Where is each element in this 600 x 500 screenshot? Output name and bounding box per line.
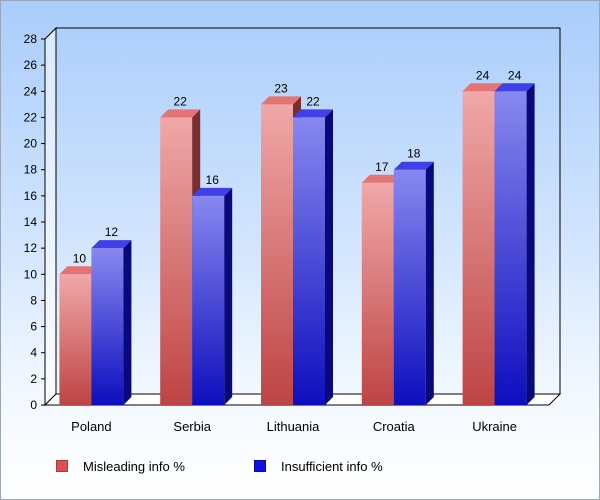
data-label: 16 <box>206 173 220 187</box>
bar <box>293 109 333 405</box>
bar-side <box>224 187 233 405</box>
bar <box>91 240 132 405</box>
y-tick-label: 26 <box>24 58 38 72</box>
bar-top <box>261 96 301 105</box>
y-tick-label: 14 <box>24 215 38 229</box>
bar-front <box>462 91 495 406</box>
bar-side <box>325 109 333 405</box>
y-tick-label: 16 <box>24 189 38 203</box>
bar <box>494 83 535 406</box>
legend-label-1: Insufficient info % <box>281 458 383 474</box>
bar-top <box>361 174 402 183</box>
bar-top <box>192 187 233 196</box>
bar-top <box>462 83 503 92</box>
bar-top <box>393 161 434 170</box>
data-label: 17 <box>375 160 389 174</box>
data-label: 24 <box>508 68 522 82</box>
bar-front <box>293 117 325 405</box>
bar-front <box>59 274 92 405</box>
bar-front <box>261 104 293 405</box>
bar-side <box>526 83 535 406</box>
legend-swatch-0 <box>56 460 68 472</box>
category-label: Croatia <box>373 419 416 434</box>
y-tick-label: 28 <box>24 32 38 46</box>
category-label: Serbia <box>173 419 211 434</box>
data-label: 12 <box>105 225 119 239</box>
data-label: 22 <box>174 94 188 108</box>
back-wall-border <box>55 27 561 394</box>
bar-top <box>91 240 132 249</box>
y-tick-label: 22 <box>24 110 38 124</box>
data-label: 10 <box>73 251 87 265</box>
legend-item-1: Insufficient info % <box>254 457 383 475</box>
y-tick-label: 12 <box>24 241 38 255</box>
data-label: 22 <box>306 94 320 108</box>
y-tick-label: 4 <box>30 346 37 360</box>
category-label: Lithuania <box>267 419 321 434</box>
legend-swatch-1 <box>254 460 266 472</box>
category-label: Ukraine <box>472 419 517 434</box>
x-axis-labels: Poland Serbia Lithuania Croatia Ukraine <box>71 419 517 434</box>
bar-front <box>192 195 225 405</box>
bar <box>393 161 434 405</box>
bar-top <box>494 83 535 92</box>
bar-front <box>361 182 394 405</box>
bar-front <box>91 248 124 405</box>
y-tick-label: 0 <box>30 398 37 412</box>
left-wall <box>44 26 57 407</box>
data-label: 23 <box>274 81 288 95</box>
y-tick-label: 20 <box>24 137 38 151</box>
legend-label-0: Misleading info % <box>83 458 185 474</box>
y-tick-label: 10 <box>24 267 38 281</box>
data-label: 24 <box>476 68 490 82</box>
y-tick-label: 8 <box>30 293 37 307</box>
y-tick-label: 6 <box>30 320 37 334</box>
data-label: 18 <box>407 147 421 161</box>
bar-top <box>293 109 333 118</box>
bar-front <box>160 117 193 405</box>
bar-front <box>393 169 426 405</box>
category-label: Poland <box>71 419 111 434</box>
bar-side <box>123 240 132 405</box>
bar-side <box>425 161 434 405</box>
bar-top <box>160 109 201 118</box>
y-tick-label: 18 <box>24 163 38 177</box>
bar-top <box>59 266 100 275</box>
legend-item-0: Misleading info % <box>56 457 185 475</box>
bar-front <box>494 91 527 406</box>
bars: 10 12 22 16 23 22 17 18 24 24 <box>59 68 535 406</box>
y-tick-label: 2 <box>30 372 37 386</box>
bar <box>192 187 233 405</box>
y-tick-label: 24 <box>24 84 38 98</box>
